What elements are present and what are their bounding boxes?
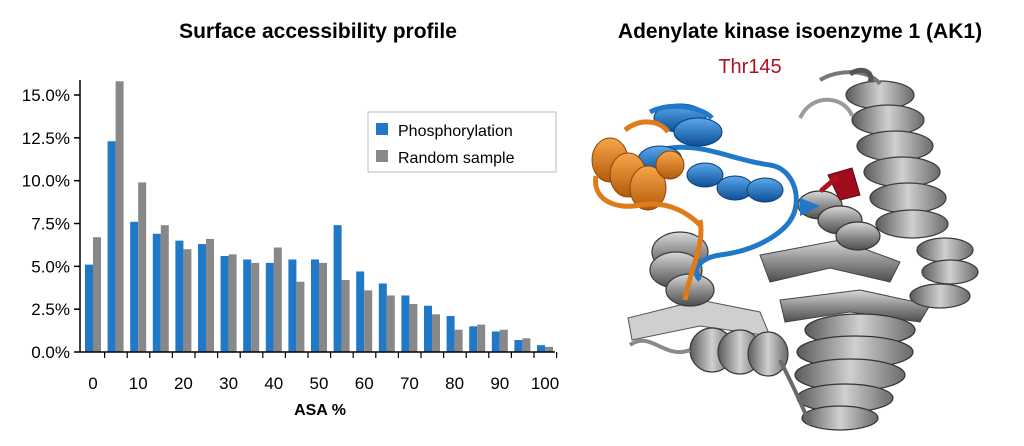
x-tick-label: 10 — [129, 374, 148, 393]
x-tick-label: 80 — [445, 374, 464, 393]
bar-random-sample-55 — [341, 280, 350, 352]
y-tick-label: 10.0% — [22, 172, 70, 191]
x-axis-ticks: 0 10 20 30 40 50 60 70 80 90 100 — [88, 374, 559, 393]
bar-random-sample-75 — [432, 314, 440, 352]
x-tick-label: 0 — [88, 374, 97, 393]
bar-random-sample-10 — [138, 182, 147, 352]
bar-random-sample-85 — [477, 324, 486, 352]
y-tick-label: 7.5% — [31, 215, 70, 234]
bars — [85, 81, 558, 358]
y-tick-label: 5.0% — [31, 257, 70, 276]
bar-random-sample-5 — [115, 81, 124, 352]
y-tick-label: 12.5% — [22, 129, 70, 148]
bar-phosphorylation-10 — [130, 221, 139, 352]
bar-phosphorylation-85 — [469, 326, 478, 352]
bar-random-sample-15 — [160, 225, 169, 352]
bar-phosphorylation-15 — [152, 233, 161, 352]
bar-phosphorylation-60 — [356, 271, 365, 352]
legend-swatch-phosphorylation — [376, 123, 388, 135]
bar-random-sample-30 — [228, 254, 237, 352]
bar-phosphorylation-20 — [175, 240, 184, 352]
x-tick-label: 90 — [490, 374, 509, 393]
bar-phosphorylation-65 — [378, 283, 387, 352]
bar-random-sample-70 — [409, 304, 418, 352]
structure-title: Adenylate kinase isoenzyme 1 (AK1) — [618, 20, 982, 43]
bar-random-sample-45 — [296, 281, 305, 352]
bar-chart: Surface accessibility profile 0.0% 2.5% 5.… — [22, 20, 559, 419]
y-tick-label: 0.0% — [31, 343, 70, 362]
legend-label-phosphorylation: Phosphorylation — [398, 123, 513, 140]
bar-random-sample-60 — [364, 290, 373, 352]
bar-random-sample-25 — [206, 238, 214, 352]
x-tick-label: 60 — [355, 374, 374, 393]
bar-phosphorylation-40 — [265, 262, 274, 352]
bar-phosphorylation-90 — [491, 331, 500, 352]
bar-random-sample-35 — [251, 262, 260, 352]
bar-phosphorylation-0 — [85, 264, 93, 352]
x-tick-label: 40 — [264, 374, 283, 393]
bar-random-sample-20 — [183, 249, 192, 352]
bar-random-sample-50 — [319, 262, 327, 352]
bar-random-sample-0 — [93, 237, 101, 352]
bar-phosphorylation-50 — [311, 259, 319, 352]
protein-ribbon-icon — [591, 67, 979, 431]
legend-label-random-sample: Random sample — [398, 150, 515, 167]
bar-phosphorylation-55 — [333, 225, 342, 352]
x-axis-title: ASA % — [294, 402, 346, 419]
bar-phosphorylation-70 — [401, 295, 410, 352]
legend: Phosphorylation Random sample — [367, 111, 557, 173]
x-tick-label: 30 — [219, 374, 238, 393]
bar-phosphorylation-80 — [446, 316, 455, 352]
chart-title: Surface accessibility profile — [179, 20, 457, 43]
bar-random-sample-65 — [386, 295, 395, 352]
bar-random-sample-100 — [545, 346, 553, 352]
bar-phosphorylation-100 — [537, 345, 545, 352]
bar-phosphorylation-45 — [288, 259, 297, 352]
x-tick-label: 100 — [531, 374, 559, 393]
x-tick-label: 50 — [310, 374, 329, 393]
y-tick-label: 15.0% — [22, 86, 70, 105]
y-tick-label: 2.5% — [31, 300, 70, 319]
x-tick-label: 20 — [174, 374, 193, 393]
legend-swatch-random-sample — [376, 150, 388, 162]
x-tick-label: 70 — [400, 374, 419, 393]
bar-random-sample-80 — [454, 329, 463, 352]
bar-phosphorylation-35 — [243, 259, 252, 352]
bar-random-sample-95 — [522, 338, 531, 352]
bar-phosphorylation-5 — [107, 141, 116, 352]
protein-structure-panel: Adenylate kinase isoenzyme 1 (AK1) Thr14… — [591, 20, 982, 431]
bar-phosphorylation-95 — [514, 340, 523, 352]
bar-phosphorylation-30 — [220, 256, 229, 352]
bar-phosphorylation-25 — [198, 244, 206, 352]
bar-phosphorylation-75 — [424, 305, 432, 352]
bar-random-sample-90 — [499, 329, 508, 352]
residue-label: Thr145 — [718, 56, 781, 78]
legend-box — [367, 111, 557, 173]
bar-random-sample-40 — [273, 247, 282, 352]
y-axis-ticks: 0.0% 2.5% 5.0% 7.5% 10.0% 12.5% 15.0% — [22, 86, 80, 362]
